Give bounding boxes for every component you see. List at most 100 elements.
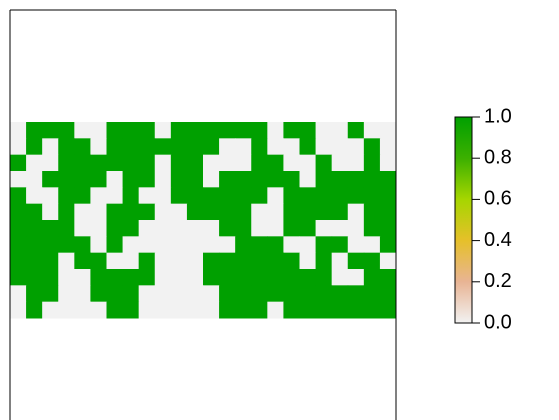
raster-cell (380, 236, 397, 253)
raster-cell (251, 122, 268, 139)
raster-cell (42, 269, 59, 286)
raster-cell (107, 236, 124, 253)
raster-cell (74, 285, 91, 302)
raster-cell (187, 171, 204, 188)
raster-cell (90, 171, 107, 188)
raster-cell (123, 155, 140, 172)
raster-cell (332, 269, 349, 286)
raster-cell (139, 187, 156, 204)
raster-cell (283, 269, 300, 286)
raster-cell (283, 171, 300, 188)
raster-cell (332, 204, 349, 221)
raster-cell (251, 302, 268, 319)
raster-cell (26, 122, 43, 139)
raster-cell (155, 122, 172, 139)
raster-cell (107, 302, 124, 319)
raster-cell (58, 122, 75, 139)
raster-cell (42, 236, 59, 253)
raster-cell (90, 138, 107, 155)
raster-cell (187, 253, 204, 270)
raster-cell (219, 122, 236, 139)
raster-cell (90, 155, 107, 172)
raster-cell (251, 269, 268, 286)
raster-cell (26, 220, 43, 237)
raster-cell (348, 220, 365, 237)
raster-cell (171, 285, 188, 302)
raster-cell (171, 269, 188, 286)
raster-cell (348, 285, 365, 302)
raster-cell (380, 138, 397, 155)
raster-cell (267, 138, 284, 155)
raster-cell (139, 171, 156, 188)
raster-cell (364, 138, 381, 155)
raster-cell (300, 138, 317, 155)
raster-cell (300, 253, 317, 270)
raster-cell (380, 171, 397, 188)
raster-cell (380, 204, 397, 221)
raster-cell (364, 171, 381, 188)
raster-cell (10, 122, 27, 139)
raster-cell (139, 155, 156, 172)
raster-cell (364, 236, 381, 253)
raster-cell (90, 269, 107, 286)
raster-cell (364, 253, 381, 270)
chart: 0.00.20.40.60.81.0 (0, 0, 559, 420)
raster-cell (267, 253, 284, 270)
raster-cell (283, 302, 300, 319)
raster-cell (171, 155, 188, 172)
raster-cell (316, 253, 333, 270)
raster-cell (348, 155, 365, 172)
raster-cell (187, 187, 204, 204)
raster-cell (348, 187, 365, 204)
raster-cell (107, 269, 124, 286)
raster-cell (267, 122, 284, 139)
raster-cell (90, 236, 107, 253)
raster-cell (283, 236, 300, 253)
raster-cell (267, 155, 284, 172)
colorbar-tick-label: 0.2 (484, 270, 512, 292)
raster-cell (332, 122, 349, 139)
raster-cell (155, 236, 172, 253)
raster-cell (332, 253, 349, 270)
raster-cell (10, 138, 27, 155)
raster-cell (348, 253, 365, 270)
raster-cell (26, 171, 43, 188)
raster-cell (267, 171, 284, 188)
raster-cell (283, 138, 300, 155)
raster-cell (364, 122, 381, 139)
raster-cell (10, 285, 27, 302)
raster-cell (348, 138, 365, 155)
raster-cell (235, 122, 252, 139)
raster-cell (10, 236, 27, 253)
raster-cell (171, 253, 188, 270)
raster-cell (171, 122, 188, 139)
raster-cell (90, 253, 107, 270)
raster-cell (219, 236, 236, 253)
raster-cell (300, 187, 317, 204)
raster-cell (235, 155, 252, 172)
raster-cell (107, 155, 124, 172)
raster (10, 122, 397, 319)
colorbar-tick-label: 0.0 (484, 311, 512, 333)
raster-cell (42, 122, 59, 139)
raster-cell (235, 253, 252, 270)
raster-cell (267, 204, 284, 221)
raster-cell (26, 302, 43, 319)
raster-cell (42, 204, 59, 221)
raster-cell (316, 171, 333, 188)
raster-cell (171, 204, 188, 221)
raster-cell (251, 220, 268, 237)
raster-cell (139, 122, 156, 139)
raster-cell (90, 302, 107, 319)
raster-cell (203, 122, 220, 139)
raster-cell (90, 187, 107, 204)
colorbar (455, 117, 472, 323)
raster-cell (123, 171, 140, 188)
raster-cell (300, 204, 317, 221)
raster-cell (348, 236, 365, 253)
raster-cell (58, 302, 75, 319)
raster-cell (10, 171, 27, 188)
raster-cell (123, 269, 140, 286)
raster-cell (203, 253, 220, 270)
page: 0.00.20.40.60.81.0 (() => { const data =… (0, 0, 559, 420)
